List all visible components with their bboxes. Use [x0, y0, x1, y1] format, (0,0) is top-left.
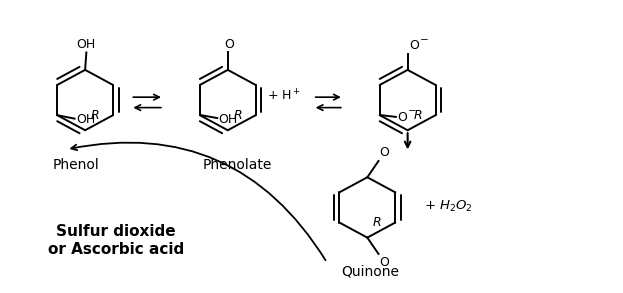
Text: O: O	[397, 111, 407, 124]
Text: OH: OH	[77, 38, 96, 51]
Text: O: O	[224, 38, 234, 51]
Text: O: O	[380, 255, 389, 269]
Text: + H$^+$: + H$^+$	[267, 88, 301, 104]
Text: OH: OH	[76, 113, 95, 126]
Text: OH: OH	[219, 113, 238, 126]
Text: + $H_2O_2$: + $H_2O_2$	[424, 199, 473, 214]
Text: Quinone: Quinone	[341, 264, 399, 278]
Text: R: R	[234, 109, 242, 122]
Text: −: −	[419, 35, 428, 45]
Text: O: O	[380, 146, 389, 159]
Text: −: −	[407, 105, 416, 115]
Text: Phenolate: Phenolate	[202, 158, 272, 172]
Text: Sulfur dioxide
or Ascorbic acid: Sulfur dioxide or Ascorbic acid	[48, 224, 184, 257]
Text: R: R	[413, 109, 422, 122]
Text: Phenol: Phenol	[52, 158, 99, 172]
Text: O: O	[409, 39, 419, 52]
Text: R: R	[91, 109, 100, 122]
Text: R: R	[373, 216, 382, 229]
